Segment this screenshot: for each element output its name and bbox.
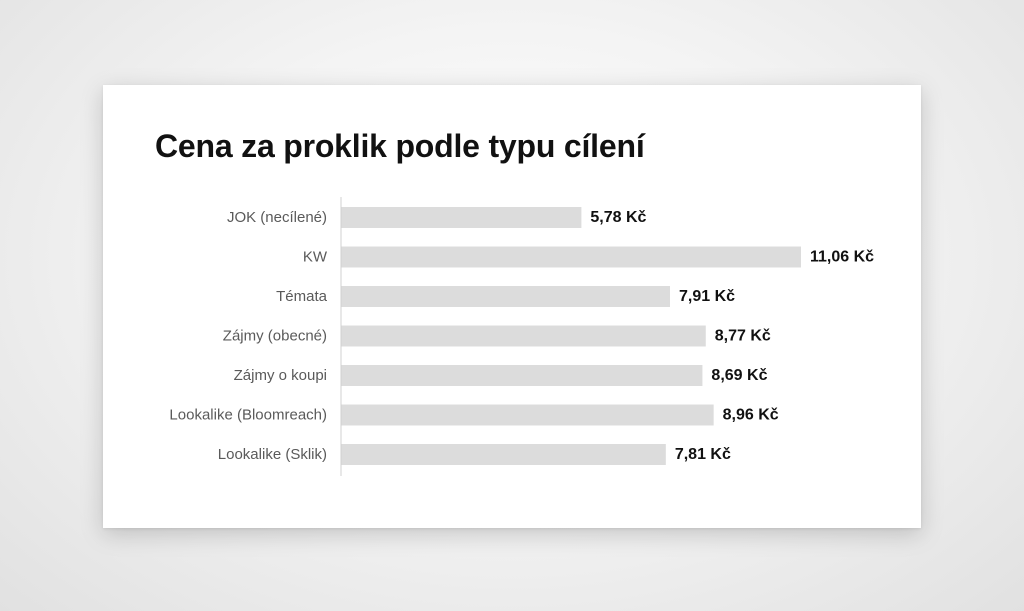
- bar: [341, 246, 801, 268]
- value-label: 8,69 Kč: [711, 367, 767, 384]
- category-label: KW: [303, 249, 328, 266]
- category-label: Lookalike (Bloomreach): [169, 407, 327, 424]
- category-label: Zájmy o koupi: [234, 367, 327, 384]
- category-label: JOK (necílené): [227, 209, 327, 226]
- category-label: Lookalike (Sklik): [218, 446, 327, 463]
- category-label: Témata: [276, 288, 328, 305]
- value-label: 7,81 Kč: [675, 446, 731, 463]
- bar: [341, 444, 666, 465]
- bars-layer: JOK (necílené) 5,78 Kč KW 11,06 Kč Témata 7,9…: [169, 207, 874, 465]
- chart-title: Cena za proklik podle typu cílení: [155, 128, 645, 164]
- value-label: 8,96 Kč: [723, 407, 779, 424]
- bar: [341, 286, 670, 307]
- bar: [341, 325, 706, 347]
- value-label: 5,78 Kč: [590, 209, 646, 226]
- bar: [341, 404, 714, 426]
- category-label: Zájmy (obecné): [223, 328, 327, 345]
- bar: [341, 207, 582, 228]
- value-label: 8,77 Kč: [715, 328, 771, 345]
- value-label: 11,06 Kč: [810, 249, 874, 266]
- bar: [341, 365, 703, 386]
- value-label: 7,91 Kč: [679, 288, 735, 305]
